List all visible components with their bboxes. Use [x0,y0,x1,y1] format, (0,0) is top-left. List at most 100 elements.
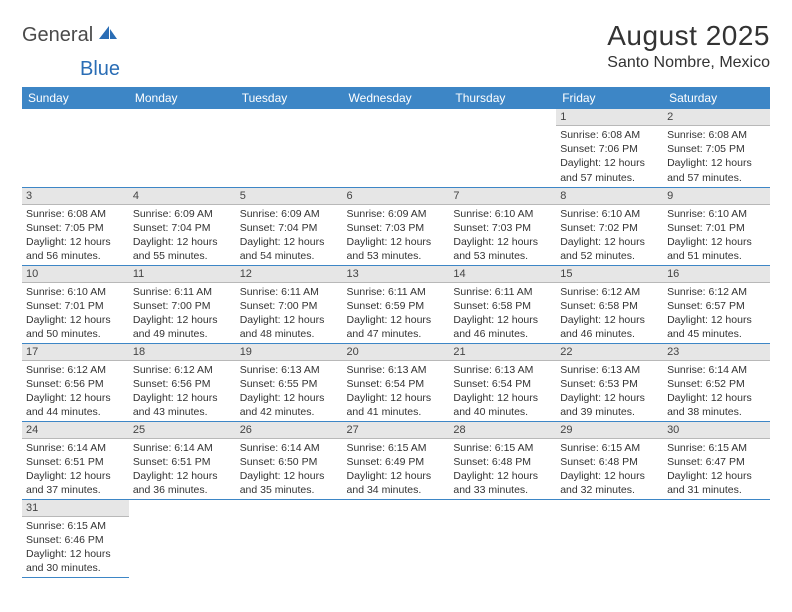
day-details: Sunrise: 6:15 AMSunset: 6:46 PMDaylight:… [22,517,129,576]
sunrise-line: Sunrise: 6:15 AM [560,441,659,455]
day-number: 10 [22,266,129,283]
day-details: Sunrise: 6:14 AMSunset: 6:52 PMDaylight:… [663,361,770,420]
daylight-line: Daylight: 12 hours and 30 minutes. [26,547,125,575]
sunrise-line: Sunrise: 6:12 AM [560,285,659,299]
weekday-header: Sunday [22,87,129,109]
day-number: 18 [129,344,236,361]
day-number: 19 [236,344,343,361]
sunset-line: Sunset: 7:00 PM [133,299,232,313]
daylight-line: Daylight: 12 hours and 35 minutes. [240,469,339,497]
day-number: 25 [129,422,236,439]
sunrise-line: Sunrise: 6:10 AM [667,207,766,221]
day-number: 17 [22,344,129,361]
day-number: 12 [236,266,343,283]
sunrise-line: Sunrise: 6:15 AM [26,519,125,533]
logo-text-blue: Blue [80,58,120,80]
weekday-header: Friday [556,87,663,109]
daylight-line: Daylight: 12 hours and 57 minutes. [560,156,659,184]
calendar-cell: 31Sunrise: 6:15 AMSunset: 6:46 PMDayligh… [22,499,129,577]
day-number: 26 [236,422,343,439]
daylight-line: Daylight: 12 hours and 46 minutes. [453,313,552,341]
sunset-line: Sunset: 6:58 PM [453,299,552,313]
weekday-header: Saturday [663,87,770,109]
sunrise-line: Sunrise: 6:10 AM [560,207,659,221]
day-details: Sunrise: 6:11 AMSunset: 6:58 PMDaylight:… [449,283,556,342]
day-details: Sunrise: 6:11 AMSunset: 7:00 PMDaylight:… [236,283,343,342]
daylight-line: Daylight: 12 hours and 34 minutes. [347,469,446,497]
calendar-cell [449,109,556,187]
day-details: Sunrise: 6:13 AMSunset: 6:54 PMDaylight:… [449,361,556,420]
day-details: Sunrise: 6:08 AMSunset: 7:05 PMDaylight:… [22,205,129,264]
day-details: Sunrise: 6:14 AMSunset: 6:50 PMDaylight:… [236,439,343,498]
calendar-row: 17Sunrise: 6:12 AMSunset: 6:56 PMDayligh… [22,343,770,421]
daylight-line: Daylight: 12 hours and 33 minutes. [453,469,552,497]
sunrise-line: Sunrise: 6:08 AM [560,128,659,142]
day-details: Sunrise: 6:11 AMSunset: 6:59 PMDaylight:… [343,283,450,342]
day-number: 30 [663,422,770,439]
day-details: Sunrise: 6:10 AMSunset: 7:03 PMDaylight:… [449,205,556,264]
weekday-header: Thursday [449,87,556,109]
sunset-line: Sunset: 6:48 PM [560,455,659,469]
calendar-cell [556,499,663,577]
sunrise-line: Sunrise: 6:14 AM [133,441,232,455]
day-details: Sunrise: 6:12 AMSunset: 6:57 PMDaylight:… [663,283,770,342]
day-details: Sunrise: 6:13 AMSunset: 6:54 PMDaylight:… [343,361,450,420]
logo: General [22,20,121,47]
calendar-cell: 26Sunrise: 6:14 AMSunset: 6:50 PMDayligh… [236,421,343,499]
sunrise-line: Sunrise: 6:13 AM [240,363,339,377]
day-details: Sunrise: 6:09 AMSunset: 7:03 PMDaylight:… [343,205,450,264]
sunset-line: Sunset: 6:55 PM [240,377,339,391]
calendar-row: 10Sunrise: 6:10 AMSunset: 7:01 PMDayligh… [22,265,770,343]
sunrise-line: Sunrise: 6:14 AM [240,441,339,455]
sunset-line: Sunset: 6:54 PM [453,377,552,391]
day-details: Sunrise: 6:12 AMSunset: 6:58 PMDaylight:… [556,283,663,342]
daylight-line: Daylight: 12 hours and 48 minutes. [240,313,339,341]
day-details: Sunrise: 6:15 AMSunset: 6:48 PMDaylight:… [556,439,663,498]
daylight-line: Daylight: 12 hours and 41 minutes. [347,391,446,419]
sunrise-line: Sunrise: 6:09 AM [133,207,232,221]
sunrise-line: Sunrise: 6:10 AM [453,207,552,221]
day-number: 22 [556,344,663,361]
sunset-line: Sunset: 6:51 PM [133,455,232,469]
page-title: August 2025 [607,20,770,52]
day-number: 13 [343,266,450,283]
daylight-line: Daylight: 12 hours and 50 minutes. [26,313,125,341]
sunrise-line: Sunrise: 6:15 AM [347,441,446,455]
sunset-line: Sunset: 6:54 PM [347,377,446,391]
day-details: Sunrise: 6:12 AMSunset: 6:56 PMDaylight:… [129,361,236,420]
day-details: Sunrise: 6:09 AMSunset: 7:04 PMDaylight:… [236,205,343,264]
day-details: Sunrise: 6:10 AMSunset: 7:01 PMDaylight:… [22,283,129,342]
sunrise-line: Sunrise: 6:09 AM [240,207,339,221]
day-number: 29 [556,422,663,439]
daylight-line: Daylight: 12 hours and 46 minutes. [560,313,659,341]
daylight-line: Daylight: 12 hours and 42 minutes. [240,391,339,419]
sunset-line: Sunset: 7:01 PM [667,221,766,235]
location-subtitle: Santo Nombre, Mexico [607,54,770,72]
calendar-cell: 1Sunrise: 6:08 AMSunset: 7:06 PMDaylight… [556,109,663,187]
day-number: 15 [556,266,663,283]
day-details: Sunrise: 6:15 AMSunset: 6:49 PMDaylight:… [343,439,450,498]
logo-sail-icon [97,24,119,47]
day-number: 28 [449,422,556,439]
day-details: Sunrise: 6:15 AMSunset: 6:47 PMDaylight:… [663,439,770,498]
calendar-cell [449,499,556,577]
sunrise-line: Sunrise: 6:12 AM [667,285,766,299]
daylight-line: Daylight: 12 hours and 57 minutes. [667,156,766,184]
sunset-line: Sunset: 6:51 PM [26,455,125,469]
calendar-cell: 20Sunrise: 6:13 AMSunset: 6:54 PMDayligh… [343,343,450,421]
sunrise-line: Sunrise: 6:13 AM [347,363,446,377]
calendar-cell: 4Sunrise: 6:09 AMSunset: 7:04 PMDaylight… [129,187,236,265]
calendar-cell: 21Sunrise: 6:13 AMSunset: 6:54 PMDayligh… [449,343,556,421]
sunset-line: Sunset: 6:56 PM [26,377,125,391]
sunrise-line: Sunrise: 6:11 AM [240,285,339,299]
day-details: Sunrise: 6:08 AMSunset: 7:05 PMDaylight:… [663,126,770,185]
calendar-cell: 24Sunrise: 6:14 AMSunset: 6:51 PMDayligh… [22,421,129,499]
sunrise-line: Sunrise: 6:11 AM [133,285,232,299]
calendar-cell: 19 Sunrise: 6:13 AMSunset: 6:55 PMDayligh… [236,343,343,421]
calendar-cell: 16Sunrise: 6:12 AMSunset: 6:57 PMDayligh… [663,265,770,343]
day-number: 31 [22,500,129,517]
day-details: Sunrise: 6:08 AMSunset: 7:06 PMDaylight:… [556,126,663,185]
day-details: Sunrise: 6:14 AMSunset: 6:51 PMDaylight:… [129,439,236,498]
day-number: 20 [343,344,450,361]
daylight-line: Daylight: 12 hours and 39 minutes. [560,391,659,419]
